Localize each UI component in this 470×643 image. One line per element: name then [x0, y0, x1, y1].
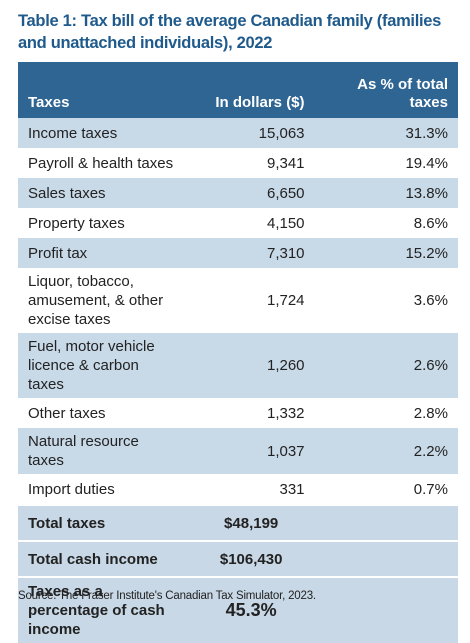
data-row: Sales taxes 6,650 13.8% — [18, 178, 458, 208]
total-empty-cell — [314, 540, 458, 577]
data-row: Liquor, tobacco, amusement, & other exci… — [18, 268, 458, 333]
data-cell: 1,260 — [187, 333, 315, 398]
total-row: Total taxes $48,199 — [18, 504, 458, 541]
data-row: Income taxes 15,063 31.3% — [18, 118, 458, 148]
data-cell: 4,150 — [266, 214, 305, 232]
total-cell: $106,430 — [187, 540, 315, 577]
data-cell: 6,650 — [187, 178, 315, 208]
data-cell: 13.8% — [314, 178, 458, 208]
data-cell: 7,310 — [187, 238, 315, 268]
header-row: Taxes In dollars ($) As % of total taxes — [18, 62, 458, 118]
data-cell: Property taxes — [28, 214, 125, 232]
data-cell: 3.6% — [413, 292, 448, 309]
data-cell: Sales taxes — [18, 178, 188, 208]
table-title: Table 1: Tax bill of the average Canadia… — [18, 12, 442, 52]
data-cell: Import duties — [28, 480, 115, 498]
data-cell: Liquor, tobacco, amusement, & other exci… — [28, 273, 164, 328]
data-row: Property taxes 4,150 8.6% — [18, 208, 458, 238]
total-cell: 45.3% — [187, 576, 315, 643]
data-cell: 1,037 — [187, 428, 315, 474]
data-cell: 15,063 — [187, 118, 315, 148]
total-cell: Total cash income — [18, 540, 188, 577]
data-cell: Natural resource taxes — [18, 428, 188, 474]
data-cell: Fuel, motor vehicle licence & carbon tax… — [18, 333, 188, 398]
data-cell: 15.2% — [314, 238, 458, 268]
page: Table 1: Tax bill of the average Canadia… — [18, 12, 458, 643]
header-cell: As % of total taxes — [314, 62, 458, 118]
total-cell: Total taxes — [18, 504, 188, 541]
data-cell: Income taxes — [18, 118, 188, 148]
data-cell: Profit tax — [18, 238, 188, 268]
source-note: Source: The Fraser Institute's Canadian … — [18, 590, 316, 602]
data-row: Natural resource taxes 1,037 2.2% — [18, 428, 458, 474]
data-cell: 19.4% — [405, 154, 448, 172]
data-cell: Payroll & health taxes — [28, 154, 174, 172]
data-cell: 2.6% — [314, 333, 458, 398]
data-cell: 2.2% — [314, 428, 458, 474]
data-cell: 2.8% — [413, 404, 448, 422]
total-row: Taxes as a percentage of cash income 45.3… — [18, 576, 458, 643]
data-cell: 1,332 — [266, 404, 305, 422]
header-cell: Taxes — [18, 62, 188, 118]
data-row: Import duties 331 0.7% — [18, 474, 458, 505]
total-empty-cell — [314, 504, 458, 541]
data-cell: 1,724 — [266, 292, 305, 309]
table-body: Income taxes 15,063 31.3% Payroll & health … — [18, 118, 458, 643]
data-cell: 31.3% — [314, 118, 458, 148]
data-row: Fuel, motor vehicle licence & carbon tax… — [18, 333, 458, 398]
header-cell: In dollars ($) — [187, 62, 315, 118]
data-cell: 9,341 — [266, 154, 305, 172]
data-row: Other taxes 1,332 2.8% — [18, 398, 458, 428]
data-cell: Other taxes — [28, 404, 106, 422]
data-row: Profit tax 7,310 15.2% — [18, 238, 458, 268]
data-row: Payroll & health taxes 9,341 19.4% — [18, 148, 458, 178]
data-cell: 331 — [279, 480, 305, 498]
total-empty-cell — [314, 576, 458, 643]
data-cell: 0.7% — [413, 480, 448, 498]
tax-table: Taxes In dollars ($) As % of total taxes… — [18, 62, 458, 643]
data-cell: 8.6% — [413, 214, 448, 232]
total-row: Total cash income $106,430 — [18, 540, 458, 577]
total-cell: Taxes as a percentage of cash income — [18, 576, 188, 643]
total-cell: $48,199 — [187, 504, 315, 541]
